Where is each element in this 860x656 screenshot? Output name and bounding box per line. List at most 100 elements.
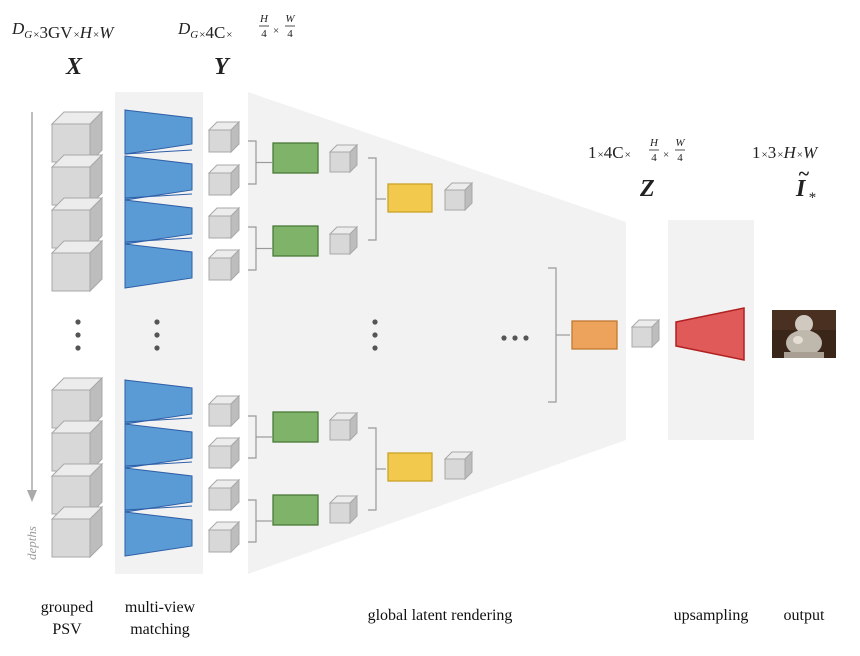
matching-block (124, 155, 193, 201)
dot (75, 345, 81, 351)
upsampling-decoder (675, 307, 745, 361)
frac-times: × (663, 149, 669, 161)
dot (372, 345, 378, 351)
feature-cube (207, 478, 241, 512)
bracket (248, 226, 272, 271)
green-block (272, 411, 319, 443)
psv-cube (50, 196, 104, 250)
z-symbol: Z (639, 176, 655, 202)
dot (523, 335, 529, 341)
frac-den: 4 (677, 152, 683, 164)
psv-cube (50, 239, 104, 293)
feature-cube (207, 248, 241, 282)
y-symbol: Y (214, 54, 231, 80)
dot (75, 319, 81, 325)
dot (512, 335, 518, 341)
output-symbol-tilde: ~ (798, 163, 809, 185)
frac-den: 4 (287, 28, 293, 40)
output-dimension-label: 1×3×H×W (752, 143, 819, 162)
frac-times: × (273, 25, 279, 37)
depth-arrow-head (27, 490, 37, 502)
frac-num: H (649, 137, 659, 149)
green-block (272, 494, 319, 526)
feature-cube (207, 520, 241, 554)
green-block (272, 142, 319, 174)
matching-block (124, 109, 193, 155)
matching-seam (124, 417, 193, 423)
upsampling-label: upsampling (674, 607, 749, 624)
yellow-block (387, 183, 433, 213)
matching-block (124, 467, 193, 513)
dot (501, 335, 507, 341)
bracket (248, 499, 272, 543)
z-dimension-fractions: H 4 × W 4 (649, 137, 685, 164)
bracket (368, 427, 386, 511)
feature-cube (207, 206, 241, 240)
x-symbol: X (65, 54, 83, 80)
matching-block (124, 199, 193, 245)
matching-seam (124, 461, 193, 467)
frac-num: W (675, 137, 685, 149)
latent-rendering-tree (248, 140, 661, 543)
orange-block (571, 320, 618, 350)
green-block (272, 225, 319, 257)
feature-cube (207, 120, 241, 154)
bracket (368, 157, 386, 241)
output-symbol-subscript: * (808, 190, 816, 206)
z-cube (630, 318, 661, 349)
output-symbol-letter: I (795, 176, 807, 202)
grouped-psv-label-1: grouped (41, 599, 93, 616)
frac-den: 4 (651, 152, 657, 164)
feature-cube (207, 436, 241, 470)
matching-seam (124, 237, 193, 243)
grouped-psv-cubes (50, 110, 104, 559)
output-label: output (784, 607, 825, 624)
rendering-panel (248, 92, 626, 574)
y-dimension-label: DG×4C× (177, 19, 233, 42)
z-dimension-label: 1×4C× (588, 143, 631, 162)
output-image (772, 310, 836, 358)
dot (75, 332, 81, 338)
dot (154, 319, 160, 325)
latent-cube (328, 225, 359, 256)
bracket (248, 415, 272, 459)
y-dimension-fractions: H 4 × W 4 (259, 13, 295, 40)
matching-block (124, 379, 193, 425)
latent-cube (328, 143, 359, 174)
latent-cube (443, 181, 474, 212)
psv-cube (50, 110, 104, 164)
rendering-label: global latent rendering (368, 607, 513, 624)
dot (372, 332, 378, 338)
matching-seam (124, 149, 193, 155)
grouped-psv-label-2: PSV (52, 621, 82, 638)
matching-label-1: multi-view (125, 599, 196, 616)
feature-volume-cubes (207, 120, 241, 554)
latent-cube (328, 411, 359, 442)
matching-label-2: matching (130, 621, 190, 638)
bracket (248, 140, 272, 185)
matching-block (124, 511, 193, 557)
output-symbol: I ~ * (795, 163, 816, 206)
matching-seam (124, 505, 193, 511)
dot (372, 319, 378, 325)
bracket (548, 267, 570, 403)
matching-block (124, 423, 193, 469)
matching-block (124, 243, 193, 289)
multi-view-matching-blocks (124, 109, 193, 557)
latent-cube (328, 494, 359, 525)
frac-den: 4 (261, 28, 267, 40)
feature-cube (207, 163, 241, 197)
matching-seam (124, 193, 193, 199)
depths-label: depths (24, 526, 39, 560)
frac-num: W (285, 13, 295, 25)
dot (154, 345, 160, 351)
psv-cube (50, 505, 104, 559)
yellow-block (387, 452, 433, 482)
frac-num: H (259, 13, 269, 25)
latent-cube (443, 450, 474, 481)
feature-cube (207, 394, 241, 428)
ellipsis-dots (75, 319, 529, 351)
dot (154, 332, 160, 338)
